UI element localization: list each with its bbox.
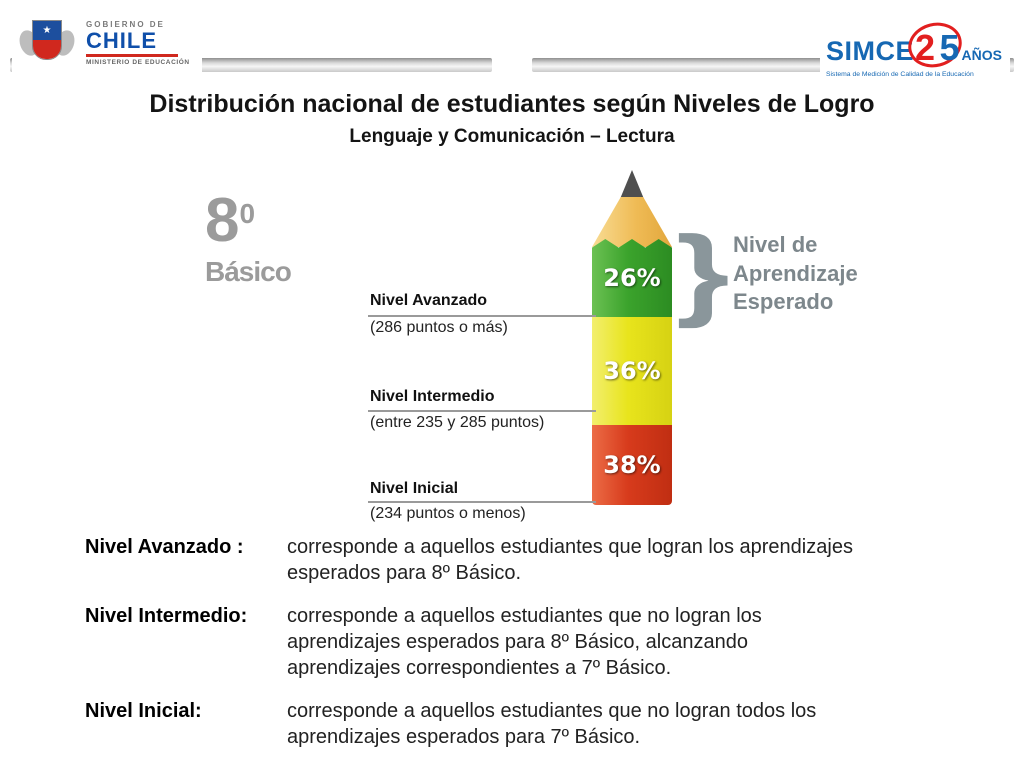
grade-number: 8 (205, 186, 240, 255)
gov-logo-line2: CHILE (86, 28, 157, 54)
connector-line-avanzado (368, 315, 596, 317)
simce-digit-2: 2 (915, 27, 936, 68)
grade-label: 80 Básico (205, 190, 292, 288)
simce-25-anos-logo: SIMCE 2 5 AÑOS Sistema de Medición de Ca… (820, 17, 1010, 82)
connector-line-inicial (368, 501, 596, 503)
definition-term: Nivel Intermedio: (85, 605, 248, 627)
level-range-inicial: (234 puntos o menos) (370, 505, 526, 522)
level-name-inicial: Nivel Inicial (370, 480, 459, 497)
definition-row-intermedio: Nivel Intermedio: corresponde a aquellos… (85, 603, 964, 681)
chile-coat-of-arms-icon: ★ (16, 14, 78, 72)
definition-desc: corresponde a aquellos estudiantes que l… (287, 536, 853, 584)
simce-wordmark: SIMCE (826, 36, 915, 66)
definition-row-avanzado: Nivel Avanzado : corresponde a aquellos … (85, 534, 964, 586)
level-name-intermedio: Nivel Intermedio (370, 388, 495, 405)
definition-desc: corresponde a aquellos estudiantes que n… (287, 700, 817, 748)
segment-nivel-avanzado: 26% (592, 239, 672, 317)
pencil-graphite-tip-icon (620, 170, 644, 199)
segment-nivel-inicial: 38% (592, 425, 672, 505)
simce-anos-label: AÑOS (961, 47, 1002, 63)
level-name-avanzado: Nivel Avanzado (370, 292, 488, 309)
percent-label-intermedio: 36% (603, 357, 661, 385)
pencil-chart: 26% 36% 38% (592, 170, 672, 512)
definition-term: Nivel Inicial: (85, 700, 202, 722)
simce-tagline: Sistema de Medición de Calidad de la Edu… (826, 71, 974, 78)
slide-title: Distribución nacional de estudiantes seg… (149, 90, 875, 118)
grade-basico-label: Básico (205, 256, 292, 287)
gov-logo-line1: GOBIERNO DE (86, 20, 165, 30)
level-range-avanzado: (286 puntos o más) (370, 319, 508, 336)
definitions-list: Nivel Avanzado : corresponde a aquellos … (85, 534, 964, 767)
definition-term: Nivel Avanzado : (85, 536, 244, 558)
slide-subtitle: Lenguaje y Comunicación – Lectura (349, 126, 675, 147)
grade-superscript: 0 (239, 198, 256, 229)
shield-star-icon: ★ (33, 21, 61, 40)
curly-brace-icon: } (676, 215, 730, 329)
gov-logo-line3: MINISTERIO DE EDUCACIÓN (86, 58, 190, 66)
definition-desc: corresponde a aquellos estudiantes que n… (287, 605, 762, 679)
simce-25-badge: 2 5 (903, 17, 967, 73)
gov-logo-red-rule (86, 53, 178, 57)
level-range-intermedio: (entre 235 y 285 puntos) (370, 414, 545, 431)
expected-learning-label: Nivel de Aprendizaje Esperado (733, 232, 858, 315)
simce-digit-5: 5 (939, 27, 960, 68)
definition-row-inicial: Nivel Inicial: corresponde a aquellos es… (85, 698, 964, 750)
percent-label-inicial: 38% (603, 451, 661, 479)
connector-line-intermedio (368, 410, 596, 412)
segment-nivel-intermedio: 36% (592, 317, 672, 425)
percent-label-avanzado: 26% (603, 264, 661, 292)
gobierno-de-chile-logo: ★ GOBIERNO DE CHILE MINISTERIO DE EDUCAC… (12, 8, 202, 78)
